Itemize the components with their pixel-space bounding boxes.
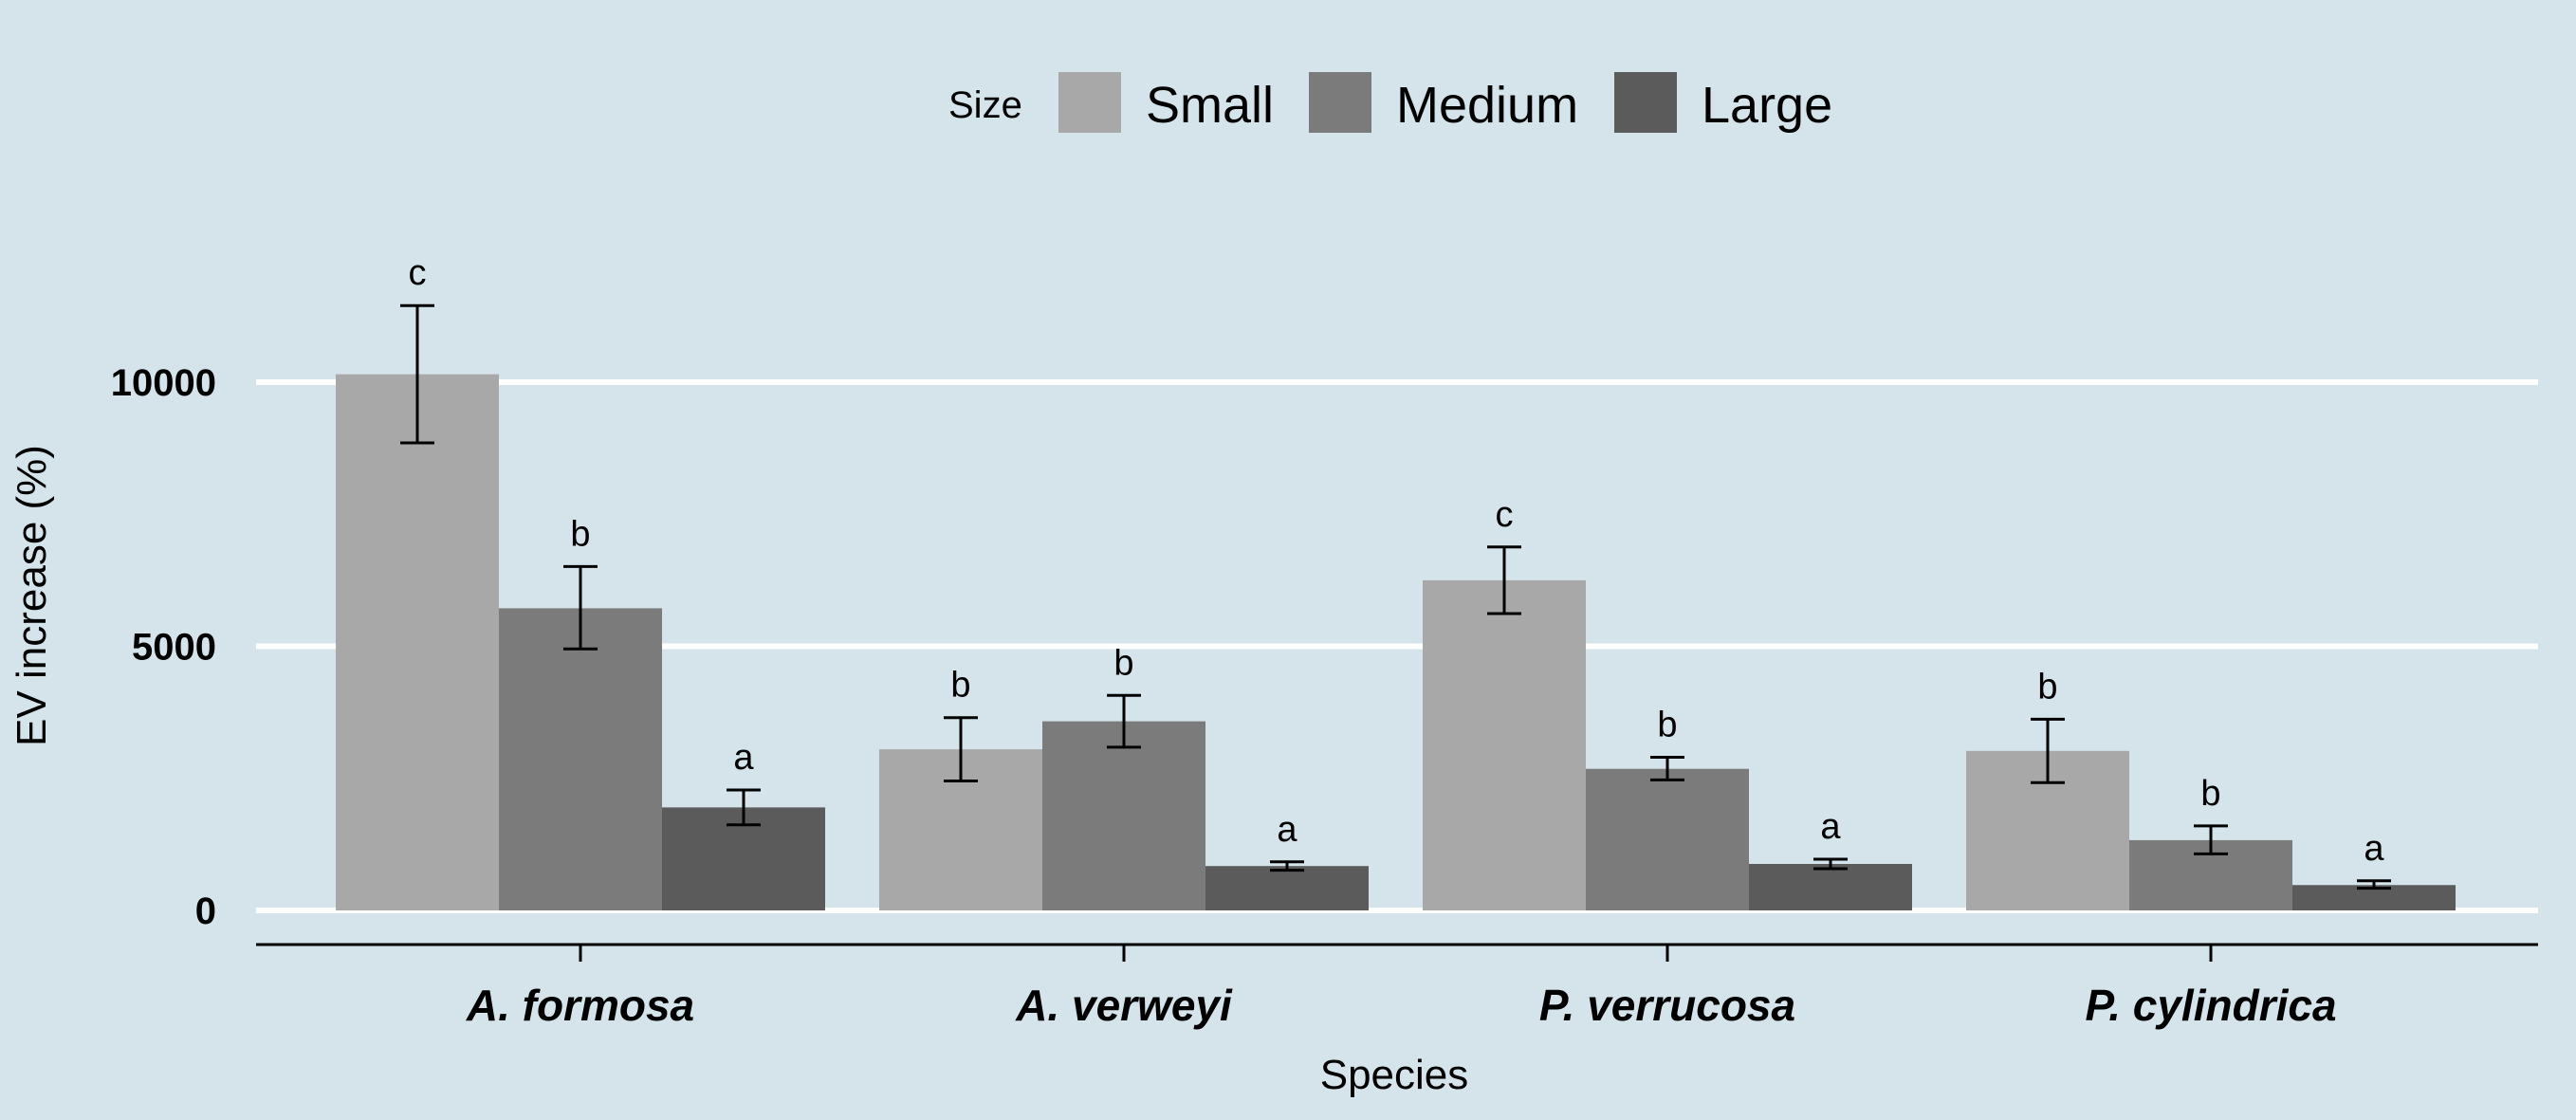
x-axis-title: Species <box>1320 1052 1469 1098</box>
legend-label: Medium <box>1396 77 1578 134</box>
significance-label: b <box>1657 705 1677 744</box>
significance-label: b <box>2200 774 2220 814</box>
bar <box>336 374 499 910</box>
significance-label: a <box>1820 807 1841 847</box>
bar <box>1205 866 1369 910</box>
legend-key <box>1058 72 1121 133</box>
y-tick-label: 5000 <box>132 627 216 669</box>
significance-label: b <box>950 666 970 706</box>
y-tick-label: 0 <box>195 890 216 932</box>
x-tick-label: A. verweyi <box>1015 981 1233 1030</box>
x-axis: A. formosa A. verweyi P. verrucosa P. cylin… <box>256 943 2538 1030</box>
legend-label: Large <box>1702 77 1832 134</box>
y-axis-title: EV increase (%) <box>9 445 55 746</box>
bar <box>499 608 662 910</box>
bar <box>1586 768 1749 910</box>
legend-key <box>1614 72 1677 133</box>
bar <box>1749 863 1912 910</box>
legend-title: Size <box>948 84 1022 126</box>
legend-label: Small <box>1146 77 1274 134</box>
x-tick-label: A. formosa <box>466 981 694 1030</box>
y-axis-ticks: 0 5000 10000 <box>111 362 216 932</box>
significance-label: c <box>1496 495 1514 535</box>
significance-label: b <box>570 514 590 554</box>
significance-label: b <box>2037 667 2057 707</box>
significance-label: b <box>1113 643 1133 683</box>
bar <box>1423 579 1586 910</box>
bar <box>1042 721 1205 910</box>
x-tick-label: P. verrucosa <box>1539 981 1795 1030</box>
significance-label: a <box>733 738 754 778</box>
legend-key <box>1309 72 1371 133</box>
x-tick-label: P. cylindrica <box>2085 981 2336 1030</box>
significance-label: a <box>1277 810 1297 850</box>
bars: c b a b b a c b a b b a <box>336 253 2456 910</box>
significance-label: c <box>409 253 427 293</box>
significance-label: a <box>2364 829 2384 869</box>
y-tick-label: 10000 <box>111 362 216 404</box>
legend: Size Small Medium Large <box>948 72 1832 134</box>
